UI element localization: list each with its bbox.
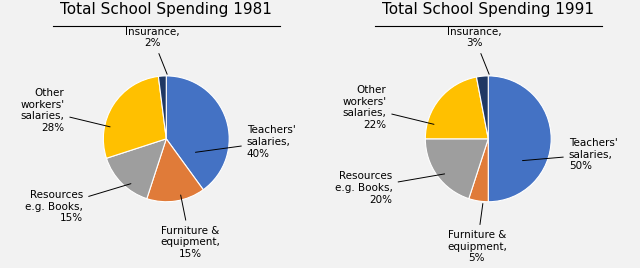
Wedge shape [426,139,488,199]
Text: Resources
e.g. Books,
20%: Resources e.g. Books, 20% [335,171,445,204]
Wedge shape [147,139,204,202]
Text: Teachers'
salaries,
40%: Teachers' salaries, 40% [195,125,296,159]
Title: Total School Spending 1981: Total School Spending 1981 [60,2,272,17]
Wedge shape [469,139,488,202]
Text: Furniture &
equipment,
5%: Furniture & equipment, 5% [447,204,507,263]
Wedge shape [476,76,488,139]
Text: Insurance,
2%: Insurance, 2% [125,27,180,74]
Text: Furniture &
equipment,
15%: Furniture & equipment, 15% [160,195,220,259]
Wedge shape [426,77,488,139]
Text: Other
workers'
salaries,
22%: Other workers' salaries, 22% [342,85,434,130]
Text: Teachers'
salaries,
50%: Teachers' salaries, 50% [522,138,618,171]
Title: Total School Spending 1991: Total School Spending 1991 [382,2,595,17]
Text: Resources
e.g. Books,
15%: Resources e.g. Books, 15% [26,184,131,224]
Wedge shape [166,76,229,190]
Text: Other
workers'
salaries,
28%: Other workers' salaries, 28% [20,88,110,133]
Wedge shape [488,76,551,202]
Wedge shape [103,76,166,158]
Wedge shape [106,139,166,199]
Wedge shape [158,76,166,139]
Text: Insurance,
3%: Insurance, 3% [447,27,502,74]
